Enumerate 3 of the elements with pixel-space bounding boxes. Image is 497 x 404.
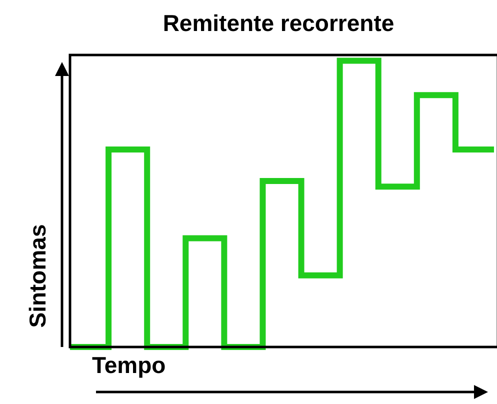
chart-title: Remitente recorrente bbox=[162, 10, 396, 37]
x-axis-title: Tempo bbox=[92, 352, 166, 379]
y-axis-title: Sintomas bbox=[24, 224, 52, 328]
